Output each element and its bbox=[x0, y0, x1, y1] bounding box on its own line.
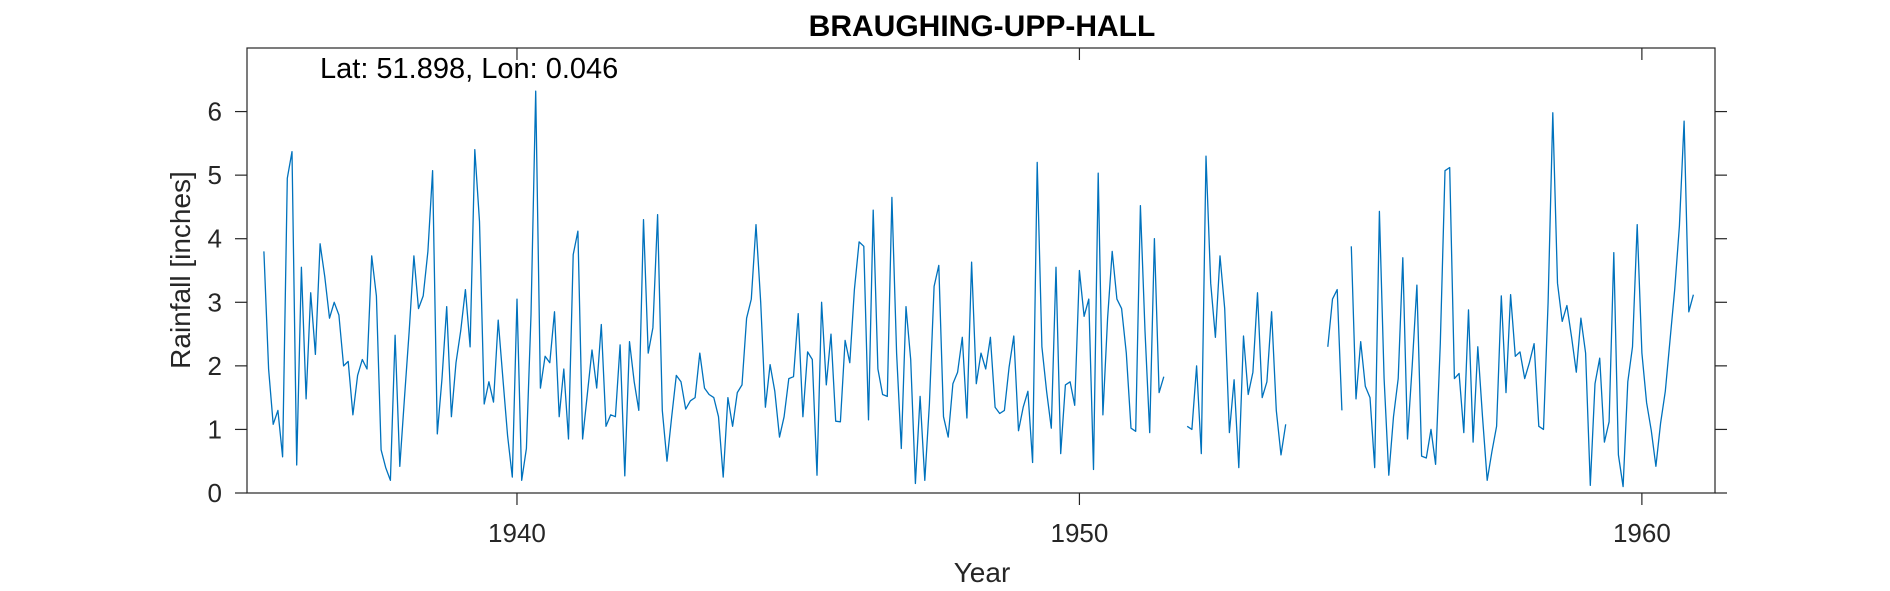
y-tick-label: 2 bbox=[208, 351, 222, 381]
axes: 0 1 2 3 4 5 6 1940 1950 1960 bbox=[208, 47, 1727, 548]
x-tick-label: 1960 bbox=[1613, 518, 1671, 548]
y-tick-label: 6 bbox=[208, 97, 222, 127]
x-axis-title: Year bbox=[954, 557, 1011, 588]
chart-title: BRAUGHING-UPP-HALL bbox=[809, 10, 1156, 43]
x-tick-label: 1950 bbox=[1051, 518, 1109, 548]
y-tick-label: 1 bbox=[208, 414, 222, 444]
series-segment bbox=[1327, 288, 1343, 411]
y-tick-label: 5 bbox=[208, 160, 222, 190]
x-tick-label: 1940 bbox=[488, 518, 546, 548]
series-segment bbox=[1350, 112, 1695, 488]
y-tick-label: 0 bbox=[208, 478, 222, 508]
plot-box bbox=[246, 47, 1716, 494]
series-segment bbox=[1186, 155, 1287, 469]
y-axis-title: Rainfall [inches] bbox=[165, 171, 196, 369]
series-segment bbox=[263, 90, 1165, 485]
y-tick-label: 3 bbox=[208, 287, 222, 317]
plot-area bbox=[247, 48, 1715, 493]
y-tick-label: 4 bbox=[208, 224, 222, 254]
station-coordinates: Lat: 51.898, Lon: 0.046 bbox=[320, 53, 618, 85]
rainfall-series bbox=[263, 90, 1695, 488]
